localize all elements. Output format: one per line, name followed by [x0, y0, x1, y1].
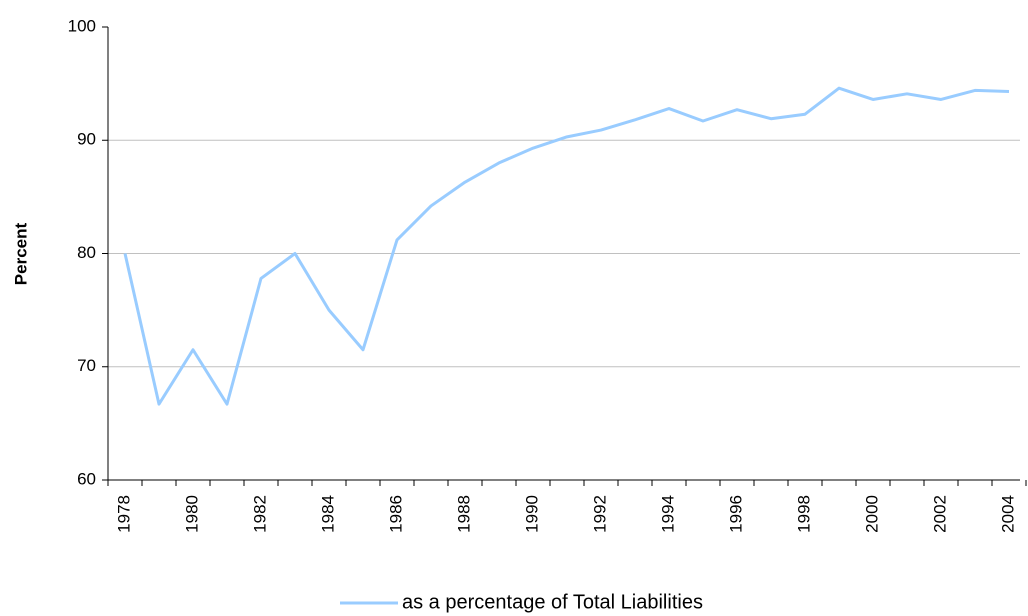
- y-tick-label: 80: [77, 243, 96, 262]
- y-tick-label: 100: [68, 16, 96, 35]
- x-tick-label: 1982: [250, 495, 269, 533]
- x-tick-label: 1988: [454, 495, 473, 533]
- y-tick-label: 70: [77, 356, 96, 375]
- x-tick-label: 1986: [386, 495, 405, 533]
- y-tick-label: 90: [77, 130, 96, 149]
- y-axis-label: Percent: [11, 222, 30, 285]
- x-tick-label: 2002: [930, 495, 949, 533]
- x-tick-label: 1984: [318, 495, 337, 533]
- x-tick-label: 1978: [114, 495, 133, 533]
- x-tick-label: 1992: [590, 495, 609, 533]
- x-tick-label: 1994: [658, 495, 677, 533]
- data-line: [123, 86, 1010, 406]
- x-tick-label: 1996: [726, 495, 745, 533]
- x-tick-label: 1990: [522, 495, 541, 533]
- x-tick-label: 2004: [998, 495, 1017, 533]
- x-tick-label: 1980: [182, 495, 201, 533]
- legend-label: as a percentage of Total Liabilities: [402, 591, 703, 613]
- y-tick-label: 60: [77, 469, 96, 488]
- x-tick-label: 1998: [794, 495, 813, 533]
- x-tick-label: 2000: [862, 495, 881, 533]
